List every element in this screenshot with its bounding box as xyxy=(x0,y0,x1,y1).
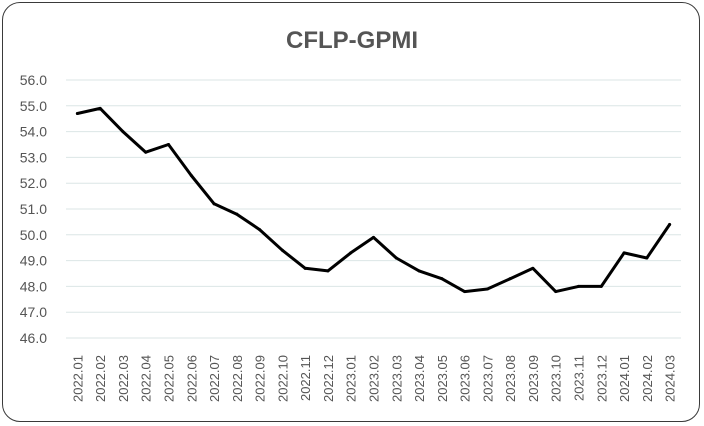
y-axis-ticks: 46.0 47.0 48.0 49.0 50.0 51.0 52.0 53.0 54.0 55.0… xyxy=(20,72,47,346)
y-tick-label: 46.0 xyxy=(20,330,47,346)
data-point xyxy=(349,251,353,255)
x-tick-label: 2023.04 xyxy=(412,355,427,402)
x-tick-label: 2023.03 xyxy=(389,355,404,402)
data-point xyxy=(189,173,193,177)
x-tick-label: 2023.10 xyxy=(549,355,564,402)
x-tick-label: 2022.09 xyxy=(253,355,268,402)
data-point xyxy=(98,106,102,110)
series-line xyxy=(75,106,672,294)
data-point xyxy=(212,202,216,206)
x-tick-label: 2023.08 xyxy=(503,355,518,402)
data-point xyxy=(372,235,375,239)
x-tick-label: 2022.10 xyxy=(275,355,290,402)
data-point xyxy=(485,287,489,291)
y-tick-label: 52.0 xyxy=(20,175,47,191)
series-layer xyxy=(75,106,672,294)
data-point xyxy=(394,256,398,260)
data-point xyxy=(417,269,421,273)
data-point xyxy=(303,266,307,270)
x-tick-label: 2023.02 xyxy=(367,355,382,402)
y-tick-label: 47.0 xyxy=(20,304,47,320)
x-tick-label: 2024.03 xyxy=(663,355,678,402)
data-point xyxy=(645,256,649,260)
y-tick-label: 53.0 xyxy=(20,149,47,165)
data-point xyxy=(599,284,603,288)
data-point xyxy=(554,290,558,294)
data-point xyxy=(144,150,148,154)
chart-title: CFLP-GPMI xyxy=(286,27,418,54)
x-tick-label: 2022.06 xyxy=(184,355,199,402)
x-tick-label: 2022.04 xyxy=(139,355,154,402)
data-point xyxy=(258,228,262,232)
data-point xyxy=(577,284,580,288)
x-tick-label: 2023.09 xyxy=(526,355,541,402)
y-tick-label: 49.0 xyxy=(20,253,47,269)
data-point xyxy=(463,290,467,294)
x-tick-label: 2023.06 xyxy=(458,355,473,402)
y-tick-label: 48.0 xyxy=(20,278,47,294)
data-point xyxy=(531,266,535,270)
data-point xyxy=(280,248,284,252)
y-tick-label: 56.0 xyxy=(20,72,47,88)
x-tick-label: 2022.05 xyxy=(162,355,177,402)
x-tick-label: 2022.02 xyxy=(93,355,108,402)
x-tick-label: 2023.07 xyxy=(480,355,495,402)
y-tick-label: 55.0 xyxy=(20,98,47,114)
x-axis-ticks: 2022.01 2022.02 2022.03 2022.04 2022.05 2022.… xyxy=(70,355,677,402)
data-point xyxy=(167,143,170,146)
x-tick-label: 2022.11 xyxy=(298,355,313,401)
x-tick-label: 2022.01 xyxy=(70,355,85,402)
chart-card xyxy=(2,2,700,422)
x-tick-label: 2022.12 xyxy=(321,355,336,402)
y-tick-label: 54.0 xyxy=(20,124,47,140)
data-point xyxy=(121,130,125,134)
data-point xyxy=(326,269,330,273)
x-tick-label: 2023.11 xyxy=(572,355,587,401)
data-point xyxy=(75,112,79,116)
x-tick-label: 2023.01 xyxy=(344,355,359,402)
x-tick-label: 2023.12 xyxy=(594,355,609,402)
data-point xyxy=(668,222,672,226)
x-tick-label: 2022.08 xyxy=(230,355,245,402)
x-tick-label: 2023.05 xyxy=(435,355,450,402)
y-tick-label: 50.0 xyxy=(20,227,47,243)
data-point xyxy=(508,277,512,281)
y-tick-label: 51.0 xyxy=(20,201,47,217)
data-point xyxy=(622,251,626,255)
data-point xyxy=(235,212,239,216)
x-tick-label: 2022.03 xyxy=(116,355,131,402)
x-tick-label: 2022.07 xyxy=(207,355,222,402)
x-tick-label: 2024.02 xyxy=(640,355,655,402)
gridlines xyxy=(66,79,681,339)
data-point xyxy=(440,277,444,281)
x-tick-label: 2024.01 xyxy=(617,355,632,402)
